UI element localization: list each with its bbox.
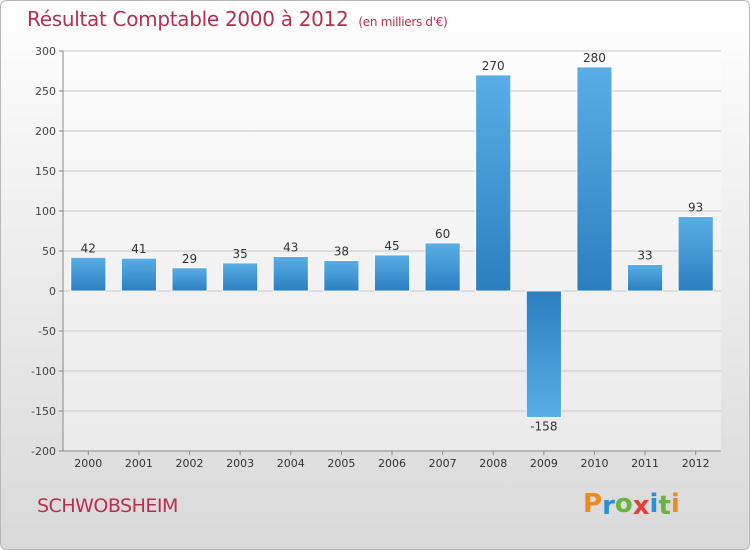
chart-title: Résultat Comptable 2000 à 2012 (en millie…	[27, 7, 448, 31]
data-label-2006: 45	[384, 239, 399, 253]
data-label-2007: 60	[435, 227, 450, 241]
x-tick-label-2001: 2001	[125, 457, 153, 470]
chart-subtitle: (en milliers d'€)	[358, 15, 448, 29]
bar-2012	[677, 216, 714, 292]
chart-title-text: Résultat Comptable 2000 à 2012	[27, 7, 349, 31]
x-tick-label-2009: 2009	[530, 457, 558, 470]
y-tick-label: 50	[42, 245, 56, 258]
y-tick-label: 200	[35, 125, 56, 138]
x-tick-label-2012: 2012	[682, 457, 710, 470]
city-name: SCHWOBSHEIM	[37, 495, 178, 517]
bar-2011	[627, 264, 663, 292]
bar-2001	[121, 257, 157, 292]
logo-letter: P	[583, 489, 603, 519]
x-tick-label-2002: 2002	[176, 457, 204, 470]
x-tick-label-2010: 2010	[580, 457, 608, 470]
x-tick-label-2006: 2006	[378, 457, 406, 470]
y-tick-label: 0	[49, 285, 56, 298]
bar-2004	[272, 256, 309, 292]
data-label-2011: 33	[637, 249, 652, 263]
y-tick-label: -150	[31, 405, 56, 418]
x-tick-label-2007: 2007	[429, 457, 457, 470]
bar-2009	[525, 290, 562, 418]
bar-2000	[70, 256, 107, 292]
x-tick-label-2008: 2008	[479, 457, 507, 470]
proxiti-logo: Proxiti	[583, 489, 680, 521]
x-tick-label-2000: 2000	[74, 457, 102, 470]
data-label-2009: -158	[530, 419, 557, 433]
bar-2008	[475, 74, 512, 292]
logo-letter: t	[658, 491, 671, 521]
bar-2007	[424, 242, 461, 292]
bar-2002	[171, 267, 208, 292]
logo-letter: i	[649, 489, 659, 519]
y-tick-label: -100	[31, 365, 56, 378]
data-label-2008: 270	[482, 59, 505, 73]
y-tick-label: -50	[38, 325, 56, 338]
data-label-2002: 29	[182, 252, 197, 266]
y-tick-label: 150	[35, 165, 56, 178]
bar-2010	[576, 66, 613, 292]
data-label-2012: 93	[688, 201, 703, 215]
x-tick-label-2004: 2004	[277, 457, 305, 470]
bar-2006	[374, 254, 410, 292]
data-label-2004: 43	[283, 241, 298, 255]
data-label-2005: 38	[334, 245, 349, 259]
y-tick-label: 250	[35, 85, 56, 98]
x-tick-label-2011: 2011	[631, 457, 659, 470]
logo-letter: o	[614, 489, 633, 519]
data-label-2010: 280	[583, 51, 606, 65]
bar-2005	[323, 260, 360, 292]
y-tick-label: 300	[35, 45, 56, 58]
logo-letter: i	[670, 489, 680, 519]
data-label-2001: 41	[131, 242, 146, 256]
data-label-2003: 35	[233, 247, 248, 261]
x-tick-label-2005: 2005	[327, 457, 355, 470]
logo-letter: r	[602, 491, 615, 521]
bar-2003	[222, 262, 259, 292]
y-tick-label: 100	[35, 205, 56, 218]
logo-letter: x	[632, 491, 650, 521]
data-label-2000: 42	[81, 241, 96, 255]
x-tick-label-2003: 2003	[226, 457, 254, 470]
y-tick-label: -200	[31, 445, 56, 458]
